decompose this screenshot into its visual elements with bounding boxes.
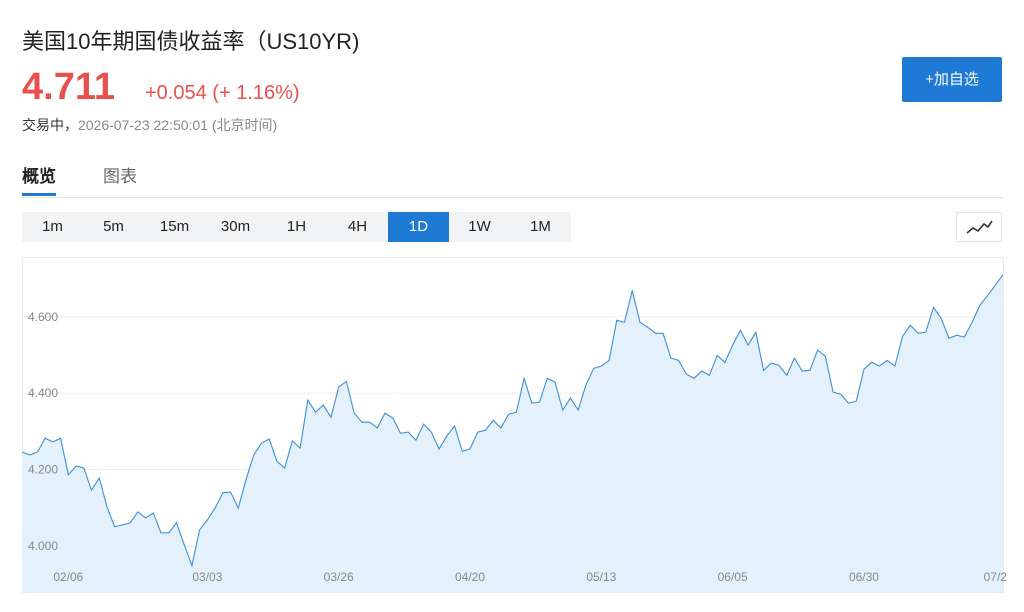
x-tick-label: 05/13 <box>586 570 616 584</box>
x-tick-label: 03/26 <box>324 570 354 584</box>
interval-button[interactable]: 30m <box>220 218 251 235</box>
change: +0.054 (+ 1.16%) <box>145 82 300 105</box>
watch-button[interactable]: +加自选 <box>902 57 1002 102</box>
x-tick-label: 02/06 <box>53 570 83 584</box>
interval-button[interactable]: 1D <box>388 212 449 242</box>
line <box>21 274 1004 568</box>
x-tick-label: 07/2 <box>984 570 1008 584</box>
interval-button[interactable]: 1M <box>530 218 551 235</box>
trade-status: 交易中， <box>22 117 78 133</box>
interval-button[interactable]: 1W <box>468 218 491 235</box>
x-tick-label: 06/30 <box>849 570 879 584</box>
chart-type-icon <box>966 220 993 234</box>
title: 美国10年期国债收益率（US10YR) <box>22 29 360 54</box>
interval-button[interactable]: 1m <box>42 218 63 235</box>
timestamp: 2026-07-23 22:50:01 (北京时间) <box>78 117 278 133</box>
interval-button[interactable]: 4H <box>347 218 368 235</box>
tab[interactable]: 概览 <box>22 162 56 196</box>
x-tick-label: 04/20 <box>455 570 485 584</box>
status: 交易中，2026-07-23 22:50:01 (北京时间) <box>22 115 277 135</box>
interval-bar: 1m 5m 15m 30m 1H 4H 1D 1W 1M <box>22 212 571 242</box>
change-pct: (+ 1.16%) <box>212 82 300 104</box>
interval-button[interactable]: 5m <box>103 218 124 235</box>
chart-type-button[interactable] <box>956 212 1002 242</box>
x-tick-label: 03/03 <box>192 570 222 584</box>
plot-frame <box>22 257 1004 593</box>
y-tick-label: 4.200 <box>28 463 58 477</box>
y-tick-label: 4.400 <box>28 386 58 400</box>
price: 4.711 <box>22 66 115 108</box>
x-tick-label: 06/05 <box>718 570 748 584</box>
area <box>22 274 1003 592</box>
interval-button[interactable]: 15m <box>159 218 190 235</box>
interval-button[interactable]: 1H <box>286 218 307 235</box>
tab[interactable]: 图表 <box>103 167 137 186</box>
y-tick-label: 4.600 <box>28 310 58 324</box>
y-tick-label: 4.000 <box>28 539 58 553</box>
change-value: +0.054 <box>145 82 207 104</box>
separator <box>22 197 1003 198</box>
